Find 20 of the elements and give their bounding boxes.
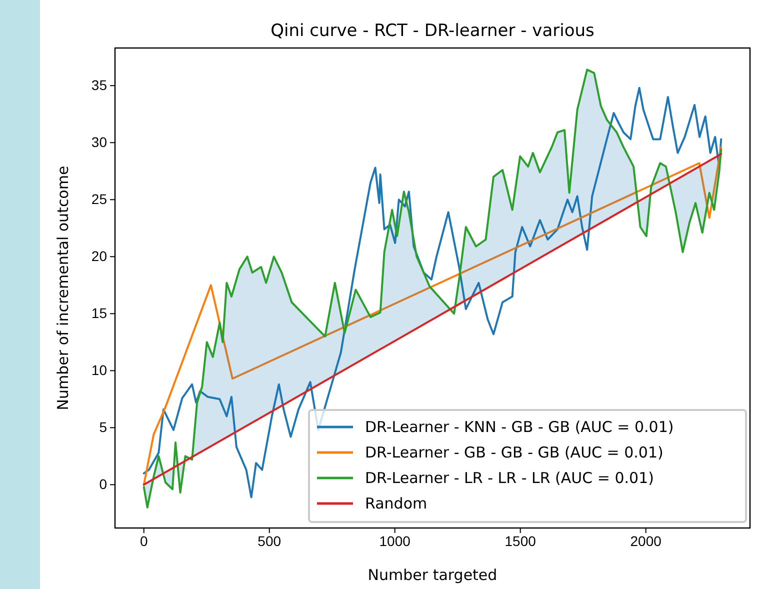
x-tick-label: 500 bbox=[258, 532, 282, 549]
y-tick-label: 15 bbox=[91, 305, 108, 322]
legend-label: DR-Learner - GB - GB - GB (AUC = 0.01) bbox=[365, 444, 664, 462]
y-tick-label: 25 bbox=[91, 191, 108, 208]
y-tick-label: 35 bbox=[91, 77, 108, 94]
y-tick-label: 5 bbox=[99, 419, 108, 436]
y-tick-label: 20 bbox=[91, 248, 108, 264]
legend-label: DR-Learner - KNN - GB - GB (AUC = 0.01) bbox=[365, 418, 674, 436]
legend-label: DR-Learner - LR - LR - LR (AUC = 0.01) bbox=[365, 469, 654, 487]
x-axis-title: Number targeted bbox=[368, 566, 498, 584]
x-tick-label: 1500 bbox=[504, 532, 536, 549]
y-tick-label: 0 bbox=[99, 476, 108, 492]
x-tick-label: 0 bbox=[140, 532, 148, 549]
chart-title: Qini curve - RCT - DR-learner - various bbox=[270, 21, 595, 41]
x-tick-label: 2000 bbox=[630, 532, 662, 549]
legend-label: Random bbox=[365, 494, 428, 512]
x-tick-label: 1000 bbox=[379, 532, 411, 549]
y-axis-title: Number of incremental outcome bbox=[54, 166, 72, 410]
y-tick-label: 30 bbox=[91, 134, 108, 150]
y-tick-label: 10 bbox=[91, 362, 108, 378]
